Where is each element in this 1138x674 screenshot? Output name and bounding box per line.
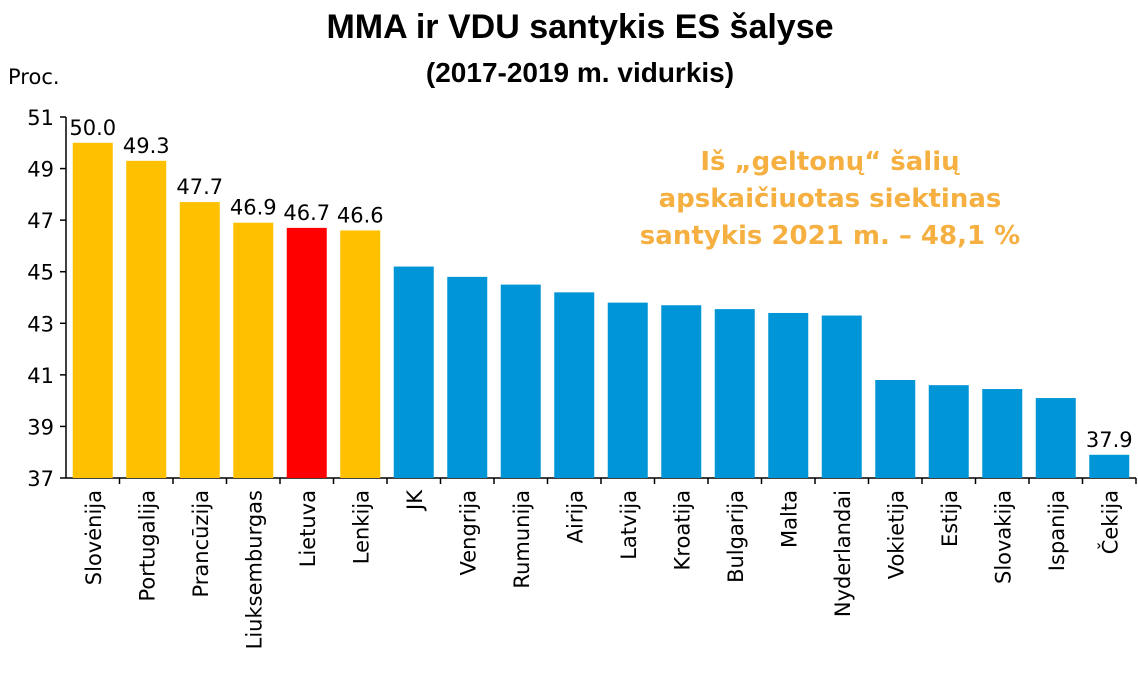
bar (500, 284, 541, 478)
x-tick-label: Slovėnija (82, 490, 106, 585)
x-tick-label: Lietuva (296, 490, 320, 567)
x-tick-label: Bulgarija (724, 490, 748, 583)
y-tick-label: 47 (27, 209, 54, 233)
bar (1035, 398, 1076, 478)
x-tick-label: Malta (777, 490, 801, 548)
bar (928, 385, 969, 478)
chart-subtitle: (2017-2019 m. vidurkis) (426, 57, 734, 88)
bar (607, 302, 648, 478)
x-tick-label: Vengrija (456, 490, 480, 575)
y-tick-label: 37 (27, 467, 54, 491)
bar (393, 266, 434, 478)
bar (554, 292, 595, 478)
x-tick-label: Čekija (1097, 490, 1122, 554)
bar (447, 276, 488, 478)
y-tick-label: 39 (27, 415, 54, 439)
annotation: santykis 2021 m. – 48,1 % (640, 221, 1020, 251)
x-tick-label: Latvija (617, 490, 641, 560)
x-tick-label: Vokietija (884, 490, 908, 579)
bar (821, 315, 862, 478)
y-tick-label: 49 (27, 158, 54, 182)
y-tick-label: 41 (27, 364, 54, 388)
bar (340, 230, 381, 478)
bar (179, 202, 220, 479)
data-label: 49.3 (123, 134, 170, 158)
bar (72, 142, 113, 479)
data-label: 50.0 (69, 116, 116, 140)
annotation: apskaičiuotas siektinas (659, 184, 1002, 214)
data-label: 46.7 (283, 201, 330, 225)
chart-title: MMA ir VDU santykis ES šalyse (326, 8, 833, 46)
data-label: 46.6 (337, 203, 384, 227)
data-label: 37.9 (1086, 428, 1133, 452)
bar (233, 222, 274, 478)
bar (875, 380, 916, 478)
bar (126, 160, 167, 479)
bar (661, 305, 702, 478)
y-tick-label: 45 (27, 261, 54, 285)
x-tick-label: Nyderlandai (831, 490, 855, 617)
x-tick-label: Ispanija (1045, 490, 1069, 571)
x-tick-label: Estija (938, 490, 962, 547)
bar (768, 312, 809, 478)
x-tick-label: Lenkija (349, 490, 373, 564)
x-tick-label: Prancūzija (189, 490, 213, 598)
y-tick-label: 51 (27, 106, 54, 130)
annotation: Iš „geltonų“ šalių (700, 147, 960, 177)
y-tick-label: 43 (27, 312, 54, 336)
x-tick-label: Slovakija (991, 490, 1015, 584)
bar (982, 389, 1023, 478)
y-axis-label: Proc. (8, 65, 60, 89)
x-tick-label: Portugalija (135, 490, 159, 602)
x-tick-label: Kroatija (670, 490, 694, 570)
x-tick-label: Liuksemburgas (242, 490, 266, 649)
x-tick-label: Airija (563, 490, 587, 543)
x-tick-label: JK (403, 489, 427, 512)
bar (1089, 454, 1130, 478)
bar (286, 227, 327, 478)
bar (714, 309, 755, 478)
data-label: 47.7 (176, 175, 223, 199)
data-label: 46.9 (230, 196, 277, 220)
x-tick-label: Rumunija (510, 490, 534, 589)
